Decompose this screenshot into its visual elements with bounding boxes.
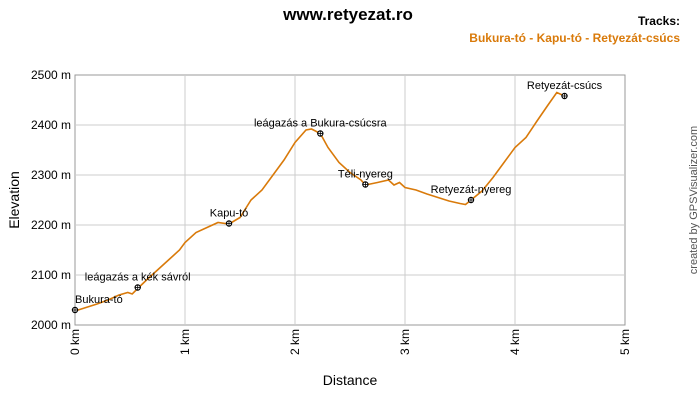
credit-text: created by GPSVisualizer.com: [688, 126, 700, 274]
x-tick-label: 5 km: [618, 329, 632, 355]
series-line-elevation: [74, 91, 565, 312]
x-tick-label: 0 km: [68, 329, 82, 355]
y-tick-label: 2300 m: [31, 168, 71, 182]
tracks-label: Tracks:: [638, 14, 680, 28]
x-tick-label: 4 km: [508, 329, 522, 355]
x-tick-label: 3 km: [398, 329, 412, 355]
track-name: Bukura-tó - Kapu-tó - Retyezát-csúcs: [469, 31, 680, 45]
y-tick-label: 2000 m: [31, 318, 71, 332]
y-axis-ticks: 2000 m 2100 m 2200 m 2300 m 2400 m 2500 m: [31, 68, 71, 332]
waypoint-label: leágazás a Bukura-csúcsra: [254, 118, 388, 130]
y-tick-label: 2400 m: [31, 118, 71, 132]
y-tick-label: 2500 m: [31, 68, 71, 82]
plot-area: [74, 74, 626, 326]
chart-title: www.retyezat.ro: [282, 5, 413, 24]
y-tick-label: 2200 m: [31, 218, 71, 232]
waypoint-label: Kapu-tó: [210, 208, 249, 220]
y-tick-label: 2100 m: [31, 268, 71, 282]
y-axis-title: Elevation: [6, 171, 22, 229]
waypoint-label: Retyezát-nyereg: [431, 184, 512, 196]
waypoints: Bukura-tó leágazás a kék sávról Kapu-tó leá…: [71, 80, 603, 314]
x-tick-label: 1 km: [178, 329, 192, 355]
waypoint-label: Bukura-tó: [75, 294, 123, 306]
waypoint-label: Téli-nyereg: [338, 169, 393, 181]
x-axis-ticks: 0 km 1 km 2 km 3 km 4 km 5 km: [68, 329, 632, 355]
grid: [75, 75, 625, 325]
waypoint-label: Retyezát-csúcs: [527, 80, 603, 92]
waypoint-label: leágazás a kék sávról: [85, 272, 191, 284]
x-axis-title: Distance: [323, 372, 378, 388]
x-tick-label: 2 km: [288, 329, 302, 355]
